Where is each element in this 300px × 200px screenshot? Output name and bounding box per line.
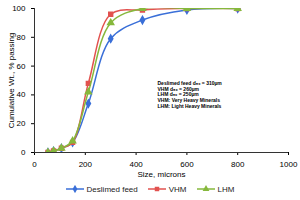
svg-text:Size, microns: Size, microns <box>137 170 185 179</box>
svg-text:100: 100 <box>12 4 26 13</box>
svg-text:Deslimed feed d₈₀ = 310µmVHM d: Deslimed feed d₈₀ = 310µmVHM d₈₀ = 260µm… <box>158 80 223 109</box>
svg-text:400: 400 <box>129 160 143 169</box>
svg-text:40: 40 <box>17 90 26 99</box>
html-text:VHM: VHM <box>168 184 187 194</box>
svg-text:80: 80 <box>17 33 26 42</box>
html-text:LHM: LHM <box>217 184 235 194</box>
svg-text:60: 60 <box>17 62 26 71</box>
svg-text:Cumulative Wt., % passing: Cumulative Wt., % passing <box>7 33 16 129</box>
svg-text:0: 0 <box>32 160 37 169</box>
svg-text:1000: 1000 <box>280 160 298 169</box>
svg-text:20: 20 <box>17 119 26 128</box>
svg-text:800: 800 <box>231 160 245 169</box>
svg-text:200: 200 <box>79 160 93 169</box>
svg-text:0: 0 <box>21 148 26 157</box>
html-text:Deslimed feed: Deslimed feed <box>86 184 138 194</box>
svg-text:600: 600 <box>180 160 194 169</box>
